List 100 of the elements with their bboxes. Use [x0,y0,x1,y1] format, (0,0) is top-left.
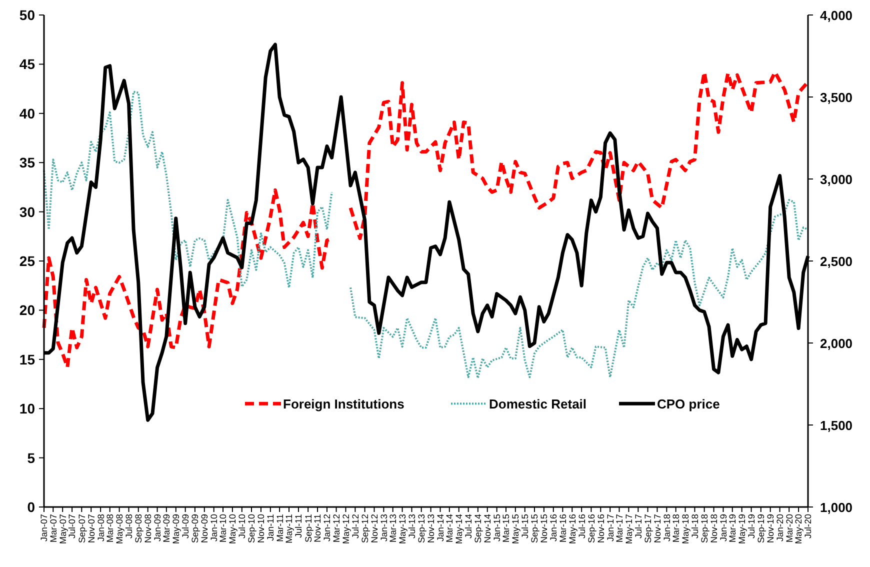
x-tick-label: Jan-13 [378,514,389,542]
y-tick-label: 5 [27,450,36,466]
x-tick-label: Jul-19 [746,514,756,539]
x-tick-label: Jan-20 [774,514,785,542]
y2-tick-label: 2,500 [820,254,853,269]
x-tick-label: Jan-10 [209,514,220,542]
x-tick-label: Sep-09 [190,514,200,544]
x-tick-label: Mar-11 [274,514,285,542]
x-tick-label: Jan-12 [322,514,332,542]
x-tick-label: May-11 [284,514,294,544]
y-tick-label: 50 [19,7,36,23]
x-tick-label: Mar-07 [48,514,58,543]
y-tick-label: 0 [27,499,36,515]
x-tick-label: Mar-13 [388,514,398,543]
x-tick-label: Sep-08 [134,514,144,544]
x-tick-label: Jul-14 [464,514,474,539]
x-tick-label: May-20 [794,514,804,544]
x-tick-label: Nov-08 [143,514,154,544]
x-tick-label: Sep-13 [416,514,427,544]
y2-tick-label: 1,000 [820,500,853,515]
x-tick-label: Sep-12 [360,514,370,544]
x-tick-label: May-18 [680,514,690,544]
x-tick-label: Mar-09 [162,514,172,543]
x-tick-label: Sep-15 [530,514,540,544]
x-tick-label: Nov-07 [86,514,96,544]
x-tick-label: Mar-18 [671,514,682,543]
y-tick-label: 45 [19,56,36,72]
y2-tick-label: 3,000 [820,172,853,187]
x-tick-label: May-09 [171,514,182,544]
x-tick-label: Sep-18 [700,514,710,544]
x-tick-label: Jul-17 [633,514,644,539]
y-tick-label: 20 [19,302,36,318]
x-tick-label: Mar-20 [784,514,794,543]
x-tick-label: May-08 [114,514,125,544]
x-tick-label: Sep-14 [473,514,484,544]
x-tick-label: Mar-08 [105,514,116,543]
x-tick-label: May-16 [567,514,578,544]
x-tick-label: Jul-12 [350,514,360,539]
y2-tick-label: 2,000 [820,336,853,351]
x-tick-label: Jul-08 [124,514,134,539]
x-tick-label: Jul-18 [690,514,700,539]
x-tick-label: May-15 [510,514,521,544]
x-tick-label: Mar-16 [558,514,568,543]
x-tick-label: Jan-09 [152,514,162,542]
x-tick-label: Jul-07 [67,514,78,539]
x-tick-label: Jan-08 [96,514,106,542]
x-tick-label: Jan-17 [605,514,616,542]
x-tick-label: Sep-07 [76,514,87,544]
x-tick-label: Nov-13 [426,514,436,544]
x-tick-label: Jan-14 [435,514,446,542]
x-tick-label: May-13 [397,514,408,544]
x-tick-label: Nov-10 [256,514,266,544]
x-tick-label: Nov-17 [652,514,662,544]
x-tick-label: Jul-11 [294,514,304,538]
x-tick-label: May-10 [228,514,238,544]
x-tick-label: Mar-12 [331,514,342,543]
y-tick-label: 40 [19,105,36,122]
x-tick-label: Nov-19 [766,514,776,544]
x-tick-label: Jan-11 [266,514,276,541]
x-tick-label: Jul-09 [180,514,191,539]
y2-tick-label: 3,500 [820,90,853,105]
x-tick-label: Mar-19 [728,514,738,543]
x-tick-label: May-19 [737,514,748,544]
x-tick-label: Nov-09 [200,514,210,544]
x-tick-label: Jan-07 [39,514,50,542]
x-tick-label: Nov-16 [596,514,606,544]
y-tick-label: 25 [19,253,36,269]
x-tick-label: Nov-14 [482,514,493,544]
legend-label: Domestic Retail [489,396,587,412]
x-tick-label: Mar-15 [501,514,512,543]
y-tick-label: 15 [19,351,36,368]
legend-label: Foreign Institutions [283,396,404,412]
x-tick-label: Nov-15 [539,514,550,544]
x-tick-label: May-07 [58,514,68,544]
legend-label: CPO price [657,396,720,412]
x-tick-label: Sep-16 [586,514,596,544]
x-tick-label: May-14 [454,514,464,544]
x-tick-label: Sep-10 [246,514,257,544]
x-tick-label: Nov-12 [369,514,380,544]
x-tick-label: May-12 [340,514,351,544]
x-tick-label: Jan-16 [548,514,559,542]
y2-tick-label: 1,500 [820,418,853,433]
x-tick-label: Jan-15 [492,514,502,542]
x-tick-label: Sep-19 [756,514,766,544]
x-tick-label: Mar-14 [444,514,455,543]
x-tick-label: Jul-16 [576,514,587,539]
x-tick-label: Jul-10 [237,514,248,539]
x-tick-label: Mar-10 [218,514,228,543]
x-tick-label: May-17 [624,514,634,544]
x-tick-label: Nov-11 [312,514,323,542]
x-tick-label: Jul-20 [803,514,814,539]
y-tick-label: 10 [19,400,36,417]
y-tick-label: 30 [19,204,36,220]
y-tick-label: 35 [19,154,36,171]
x-tick-label: Sep-11 [303,514,314,542]
y2-tick-label: 4,000 [820,8,853,23]
x-tick-label: Jan-18 [662,514,672,542]
x-tick-label: Sep-17 [642,514,653,544]
x-tick-label: Jan-19 [718,514,728,542]
x-tick-label: Mar-17 [614,514,624,543]
